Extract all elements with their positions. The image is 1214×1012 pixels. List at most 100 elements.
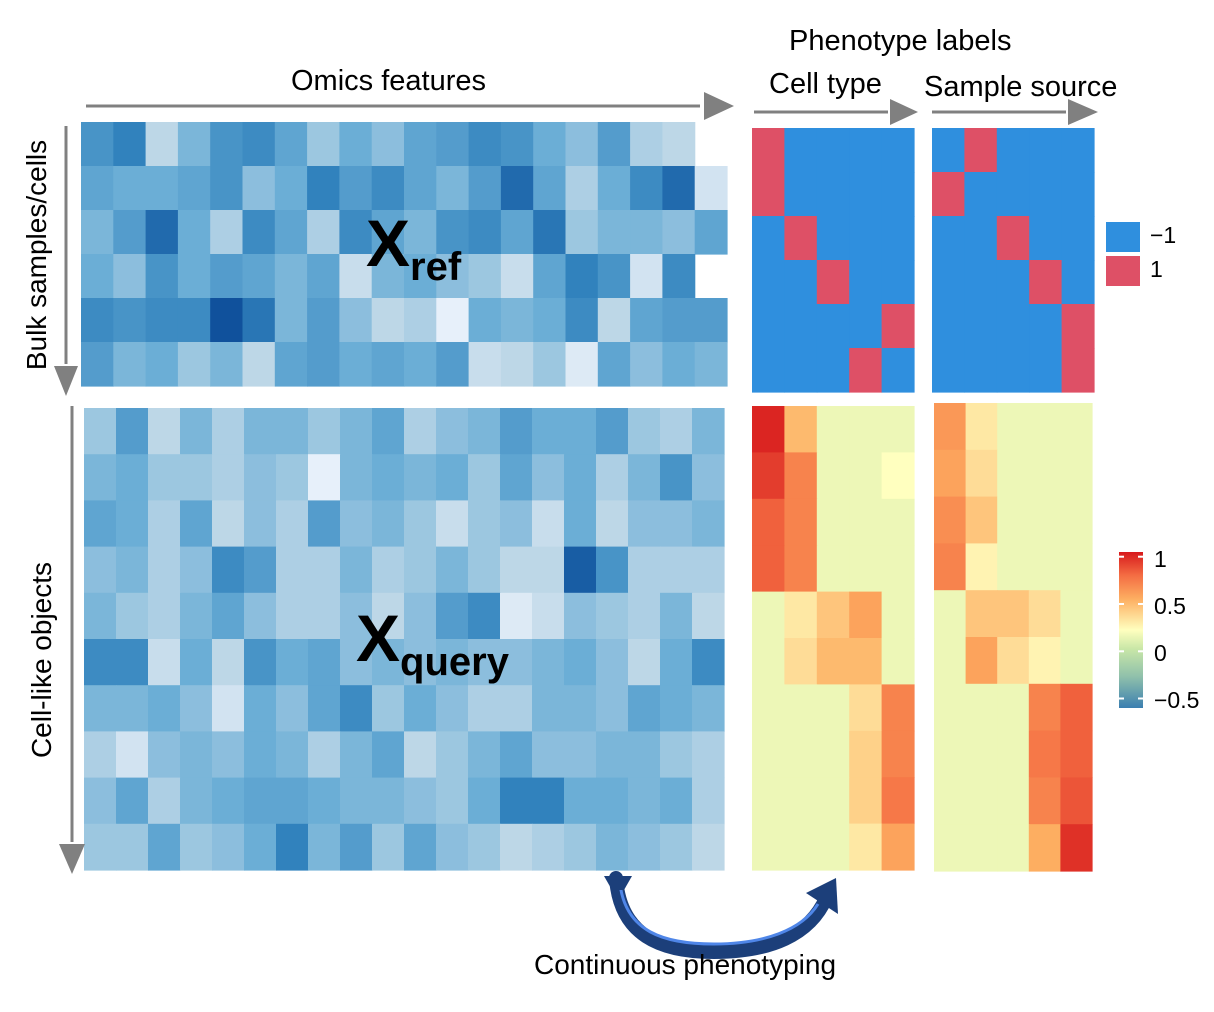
x-query-cell-r3-c1	[116, 546, 149, 594]
cell-type-cell-r1-c2	[816, 172, 850, 217]
x-query-cell-r9-c12	[468, 823, 501, 871]
x-query-cell-r3-c11	[436, 546, 469, 594]
x-ref-cell-r5-c3	[177, 342, 211, 387]
x-query-cell-r5-c10	[404, 639, 437, 686]
x-query-cell-r6-c9	[372, 685, 405, 732]
x-ref-cell-r1-c1	[113, 166, 147, 211]
sample-source-cell-r4-c0	[932, 304, 965, 349]
x-ref-cell-r1-c13	[500, 166, 534, 211]
x-ref-cell-r1-c16	[597, 166, 631, 211]
sample-source-score-cell-r1-c4	[1060, 449, 1093, 498]
x-ref-label: Xref	[366, 205, 461, 289]
x-query-cell-r3-c0	[84, 546, 117, 594]
x-ref-cell-r0-c17	[630, 122, 663, 167]
legend-swatch-1	[1106, 256, 1140, 286]
cell-type-score-cell-r1-c1	[784, 452, 818, 500]
sample-source-score-cell-r0-c3	[1028, 403, 1061, 451]
x-ref-cell-r1-c19	[694, 166, 728, 211]
x-query-cell-r8-c4	[212, 777, 245, 825]
x-ref-cell-r3-c8	[339, 254, 373, 299]
x-ref-cell-r5-c10	[404, 342, 437, 387]
sample-source-score-cell-r9-c3	[1028, 824, 1061, 872]
x-query-cell-r1-c18	[660, 454, 693, 501]
x-ref-cell-r0-c11	[436, 122, 470, 167]
x-query-cell-r4-c16	[596, 592, 629, 640]
x-ref-cell-r3-c12	[468, 254, 502, 299]
x-ref-heatmap	[81, 122, 728, 387]
x-query-cell-r8-c11	[436, 777, 469, 825]
x-query-cell-r6-c16	[596, 685, 629, 732]
x-ref-cell-r2-c13	[500, 210, 534, 255]
x-ref-cell-r1-c18	[662, 166, 696, 211]
cell-type-score-cell-r7-c2	[816, 730, 850, 778]
cell-type-score-cell-r6-c2	[816, 684, 850, 732]
x-ref-cell-r0-c13	[500, 122, 534, 167]
x-query-cell-r8-c13	[500, 777, 533, 825]
sample-source-cell-r3-c3	[1029, 260, 1063, 305]
x-query-cell-r9-c15	[564, 823, 597, 871]
x-query-cell-r1-c7	[308, 454, 341, 501]
cell-type-score-cell-r0-c2	[816, 406, 850, 453]
x-ref-cell-r3-c13	[500, 254, 534, 299]
cell-type-score-cell-r3-c1	[784, 545, 818, 593]
x-ref-cell-r4-c10	[404, 298, 437, 343]
sample-source-score-cell-r4-c2	[997, 590, 1030, 638]
x-query-cell-r5-c5	[244, 639, 277, 686]
x-ref-cell-r0-c18	[662, 122, 696, 167]
x-ref-cell-r3-c15	[565, 254, 599, 299]
cell-type-cell-r3-c1	[784, 260, 818, 305]
x-query-cell-r8-c15	[564, 777, 597, 825]
x-ref-cell-r2-c9	[371, 210, 405, 255]
sample-source-score-cell-r2-c2	[997, 496, 1030, 544]
cell-type-score-cell-r0-c3	[849, 406, 883, 453]
x-query-cell-r4-c3	[180, 592, 213, 640]
x-query-cell-r5-c6	[276, 639, 309, 686]
x-ref-cell-r3-c3	[177, 254, 211, 299]
x-ref-cell-r2-c8	[339, 210, 373, 255]
x-ref-cell-r4-c18	[662, 298, 696, 343]
sample-source-cell-r2-c2	[996, 216, 1030, 261]
x-query-cell-r4-c6	[276, 592, 309, 640]
x-ref-cell-r1-c0	[81, 166, 114, 211]
cell-type-score-cell-r4-c2	[816, 591, 850, 639]
x-ref-cell-r4-c19	[694, 298, 728, 343]
x-ref-cell-r4-c4	[210, 298, 244, 343]
x-query-cell-r1-c13	[500, 454, 533, 501]
x-query-cell-r6-c10	[404, 685, 437, 732]
cell-type-score-cell-r4-c4	[881, 591, 915, 639]
x-query-cell-r4-c17	[628, 592, 661, 640]
cell-type-label-heatmap	[752, 128, 915, 393]
cell-type-cell-r5-c3	[849, 348, 883, 393]
x-ref-cell-r4-c0	[81, 298, 114, 343]
x-query-heatmap	[84, 408, 725, 871]
cell-type-score-cell-r7-c4	[881, 730, 915, 778]
x-query-cell-r3-c13	[500, 546, 533, 594]
x-ref-cell-r0-c7	[307, 122, 340, 167]
x-query-cell-r0-c4	[212, 408, 245, 455]
sample-source-score-cell-r3-c1	[965, 543, 998, 591]
cell-type-score-cell-r2-c2	[816, 498, 850, 546]
x-query-cell-r8-c17	[628, 777, 661, 825]
x-ref-cell-r0-c3	[177, 122, 211, 167]
cell-type-score-cell-r4-c1	[784, 591, 818, 639]
x-ref-cell-r4-c17	[630, 298, 663, 343]
x-ref-cell-r4-c16	[597, 298, 631, 343]
x-query-cell-r3-c8	[340, 546, 373, 594]
cell-type-score-cell-r9-c2	[816, 823, 850, 871]
x-query-cell-r0-c8	[340, 408, 373, 455]
x-query-cell-r0-c19	[692, 408, 725, 455]
x-query-cell-r9-c5	[244, 823, 277, 871]
x-query-cell-r0-c17	[628, 408, 661, 455]
cell-like-objects-label: Cell-like objects	[26, 561, 57, 759]
x-query-cell-r6-c17	[628, 685, 661, 732]
x-query-cell-r2-c5	[244, 500, 277, 548]
x-query-cell-r4-c13	[500, 592, 533, 640]
x-ref-cell-r3-c18	[662, 254, 696, 299]
sample-source-cell-r2-c4	[1061, 216, 1095, 261]
x-query-cell-r6-c2	[148, 685, 181, 732]
x-query-cell-r5-c1	[116, 639, 149, 686]
sample-source-cell-r2-c1	[964, 216, 998, 261]
cell-type-cell-r4-c0	[752, 304, 785, 349]
x-ref-cell-r2-c15	[565, 210, 599, 255]
x-query-cell-r1-c17	[628, 454, 661, 501]
